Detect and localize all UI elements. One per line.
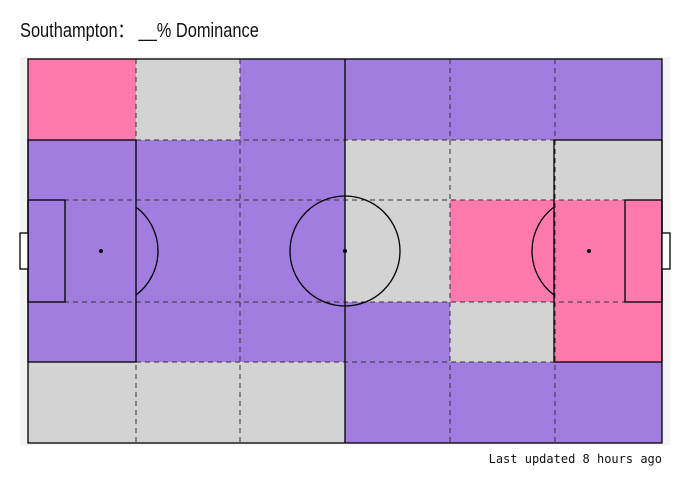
penalty-spot [587, 249, 591, 253]
zone [555, 302, 662, 362]
zone [240, 362, 345, 443]
zone [450, 302, 555, 362]
zone [28, 302, 136, 362]
zone [555, 200, 662, 302]
zone [555, 140, 662, 200]
zone [450, 362, 555, 443]
penalty-arc [531, 206, 555, 296]
zone [136, 362, 240, 443]
goal [19, 232, 29, 270]
zone [136, 200, 240, 302]
zone [345, 362, 450, 443]
zone [345, 200, 450, 302]
title: Southampton： __% Dominance [20, 20, 259, 42]
zone [450, 200, 555, 302]
zone [555, 362, 662, 443]
zone [28, 200, 136, 302]
center-spot [343, 249, 347, 253]
zone [345, 140, 450, 200]
zone [555, 59, 662, 140]
zone [240, 200, 345, 302]
zone [345, 302, 450, 362]
penalty-arc [135, 206, 159, 296]
zone [240, 302, 345, 362]
zone [240, 59, 345, 140]
goal [661, 232, 671, 270]
zone [345, 59, 450, 140]
zone [240, 140, 345, 200]
zone [136, 140, 240, 200]
zone [136, 302, 240, 362]
center-circle [289, 195, 401, 307]
zone [28, 140, 136, 200]
zone [450, 59, 555, 140]
zone [450, 140, 555, 200]
zone [28, 362, 136, 443]
zone [28, 59, 136, 140]
zone [136, 59, 240, 140]
penalty-spot [99, 249, 103, 253]
last-updated: Last updated 8 hours ago [488, 452, 662, 466]
